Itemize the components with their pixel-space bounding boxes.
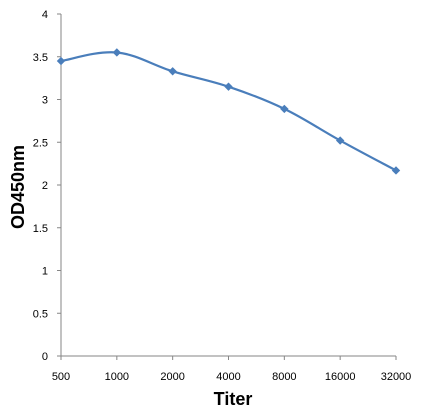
x-tick-label: 2000 <box>160 371 184 383</box>
data-point-marker <box>224 82 233 91</box>
y-tick-label: 2.5 <box>33 137 48 149</box>
y-tick-label: 3 <box>42 95 48 107</box>
y-tick-label: 4 <box>42 9 48 21</box>
y-tick-label: 0.5 <box>33 308 48 320</box>
y-axis-ticks: 0 0.5 1 1.5 2 2.5 3 3.5 4 <box>33 9 61 363</box>
x-axis-title: Titer <box>214 389 253 409</box>
data-point-marker <box>56 56 66 66</box>
data-point-marker <box>391 166 401 175</box>
y-axis-title: OD450nm <box>8 145 28 229</box>
y-tick-label: 3.5 <box>33 52 48 64</box>
data-point-marker <box>112 48 122 57</box>
y-tick-label: 1.5 <box>33 223 48 235</box>
data-point-marker <box>335 136 345 145</box>
x-tick-label: 32000 <box>381 371 412 383</box>
data-point-marker <box>168 67 177 76</box>
y-tick-label: 2 <box>42 180 48 192</box>
y-tick-label: 0 <box>42 351 48 363</box>
data-point-marker <box>280 104 289 114</box>
x-tick-label: 1000 <box>105 371 129 383</box>
x-tick-label: 16000 <box>325 371 356 383</box>
x-axis-ticks: 500 1000 2000 4000 8000 16000 32000 <box>52 356 411 383</box>
chart-axes <box>60 14 396 357</box>
series-group <box>56 48 401 175</box>
y-tick-label: 1 <box>42 266 48 278</box>
series-line <box>60 51 397 172</box>
x-tick-label: 4000 <box>216 371 240 383</box>
x-tick-label: 8000 <box>272 371 296 383</box>
x-tick-label: 500 <box>52 371 70 383</box>
